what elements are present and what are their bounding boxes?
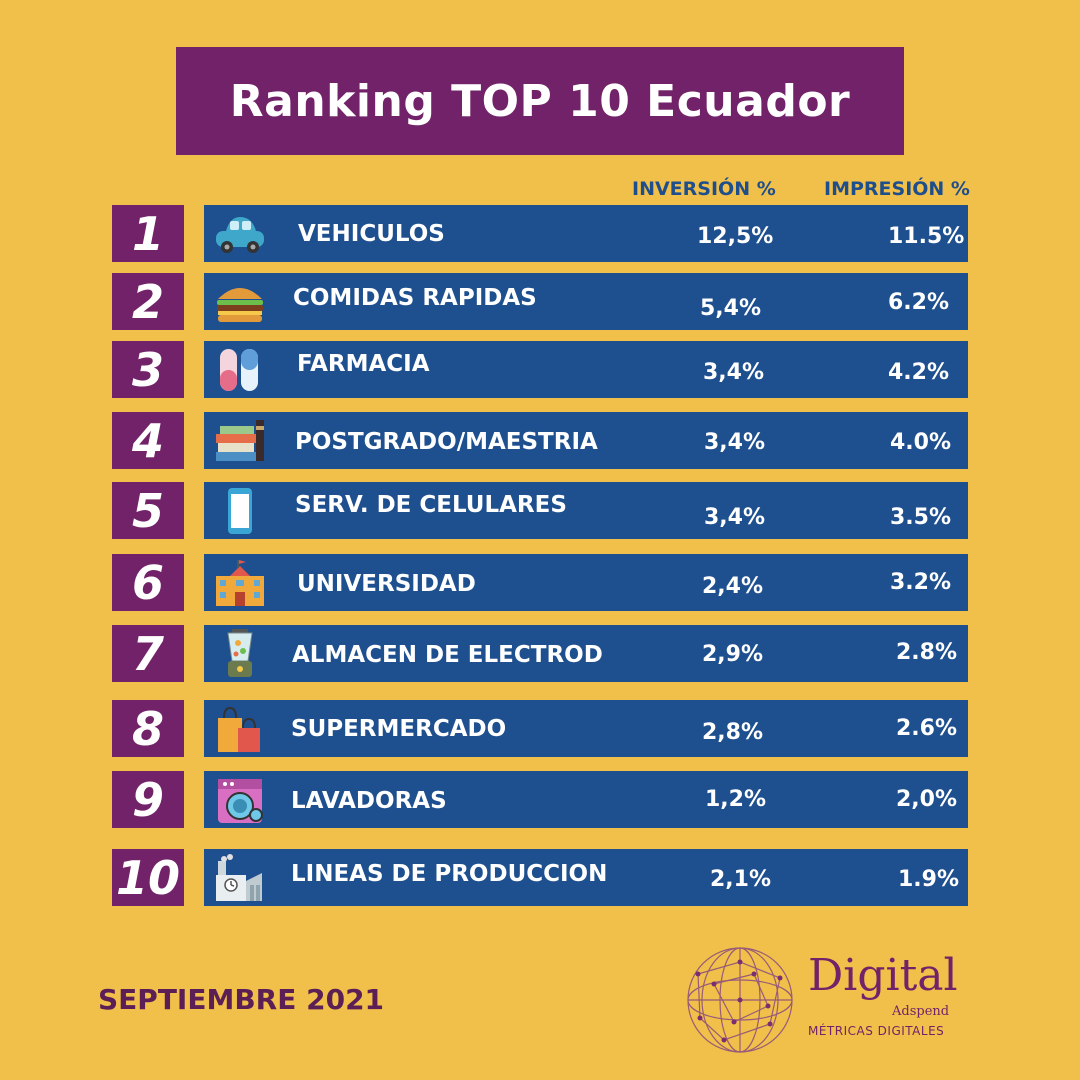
rank-badge: 9 [112,771,184,828]
page-title: Ranking TOP 10 Ecuador [229,75,851,127]
inversion-value: 5,4% [700,296,762,321]
burger-icon [212,277,268,327]
title-banner: Ranking TOP 10 Ecuador [176,47,904,155]
table-row [204,849,968,906]
inversion-value: 3,4% [704,430,766,455]
rank-badge: 6 [112,554,184,611]
rank-badge: 3 [112,341,184,398]
books-icon [212,416,268,466]
rank-badge: 2 [112,273,184,330]
rank-number: 6 [131,555,164,610]
category-label: FARMACIA [297,351,430,377]
logo-wordmark: Digital [808,950,958,1001]
impresion-value: 2.8% [896,640,958,665]
impresion-value: 4.0% [890,430,952,455]
rank-badge: 1 [112,205,184,262]
phone-icon [212,486,268,536]
inversion-value: 2,4% [702,574,764,599]
header-inversion: INVERSIÓN % [632,178,776,200]
impresion-value: 3.2% [890,570,952,595]
rank-badge: 8 [112,700,184,757]
rank-number: 8 [131,701,164,756]
impresion-value: 2.6% [896,716,958,741]
logo-subtitle: Adspend [892,1004,950,1019]
rank-number: 9 [131,772,164,827]
rank-number: 7 [131,626,164,681]
footer-date: SEPTIEMBRE 2021 [98,983,385,1016]
category-label: LAVADORAS [291,788,447,814]
impresion-value: 6.2% [888,290,950,315]
rank-badge: 4 [112,412,184,469]
rank-number: 3 [131,342,164,397]
impresion-value: 4.2% [888,360,950,385]
rank-badge: 10 [112,849,184,906]
table-row [204,700,968,757]
factory-icon [212,853,268,903]
category-label: SUPERMERCADO [291,716,507,742]
impresion-value: 3.5% [890,505,952,530]
rank-number: 2 [131,274,164,329]
category-label: VEHICULOS [298,221,445,247]
shopping-bags-icon [212,704,268,754]
category-label: ALMACEN DE ELECTROD [292,642,603,668]
rank-badge: 7 [112,625,184,682]
rank-number: 5 [131,483,164,538]
rank-number: 1 [131,206,164,261]
table-row [204,205,968,262]
washing-machine-icon [212,775,268,825]
table-row [204,554,968,611]
blender-icon [212,629,268,679]
table-row [204,273,968,330]
inversion-value: 2,8% [702,720,764,745]
rank-number: 4 [131,413,164,468]
table-row [204,482,968,539]
school-icon [212,558,268,608]
category-label: POSTGRADO/MAESTRIA [295,429,598,455]
category-label: SERV. DE CELULARES [295,492,567,518]
category-label: COMIDAS RAPIDAS [293,285,537,311]
inversion-value: 2,9% [702,642,764,667]
inversion-value: 2,1% [710,867,772,892]
impresion-value: 1.9% [898,867,960,892]
globe-logo-icon [687,947,793,1053]
table-row [204,412,968,469]
inversion-value: 1,2% [705,787,767,812]
table-row [204,625,968,682]
inversion-value: 3,4% [704,505,766,530]
logo-tagline: MÉTRICAS DIGITALES [808,1024,945,1038]
car-icon [212,209,268,259]
header-impresion: IMPRESIÓN % [824,178,970,200]
table-row [204,341,968,398]
pills-icon [212,345,268,395]
category-label: UNIVERSIDAD [297,571,476,597]
rank-number: 10 [115,850,180,905]
rank-badge: 5 [112,482,184,539]
impresion-value: 2,0% [896,787,958,812]
inversion-value: 3,4% [703,360,765,385]
table-row [204,771,968,828]
category-label: LINEAS DE PRODUCCION [291,861,608,887]
impresion-value: 11.5% [888,224,965,249]
inversion-value: 12,5% [697,224,774,249]
